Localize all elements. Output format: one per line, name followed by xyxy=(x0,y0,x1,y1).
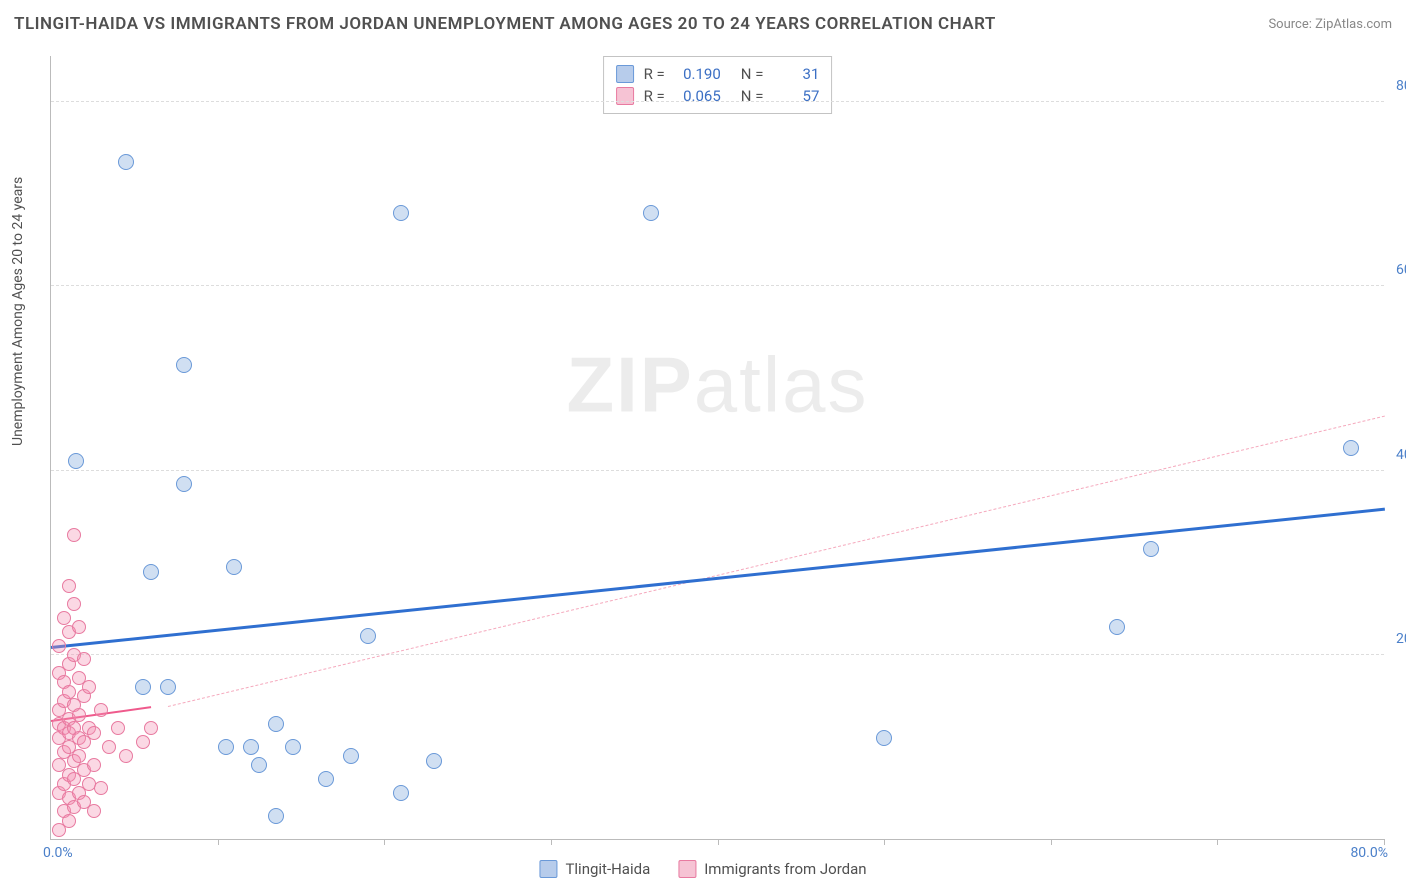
scatter-point xyxy=(62,814,76,828)
legend-swatch xyxy=(678,860,696,878)
legend-item: Tlingit-Haida xyxy=(539,860,650,878)
x-tick xyxy=(718,839,719,845)
x-tick xyxy=(1384,839,1385,845)
scatter-point xyxy=(176,357,192,373)
scatter-point xyxy=(343,748,359,764)
gridline-horizontal xyxy=(51,285,1384,286)
scatter-point xyxy=(135,679,151,695)
x-end-label: 80.0% xyxy=(1350,845,1388,861)
scatter-point xyxy=(176,476,192,492)
scatter-point xyxy=(68,453,84,469)
correlation-stats-legend: R = 0.190 N = 31 R = 0.065 N = 57 xyxy=(603,56,833,114)
scatter-point xyxy=(643,205,659,221)
scatter-point xyxy=(143,564,159,580)
trend-line xyxy=(168,416,1385,708)
y-axis-title: Unemployment Among Ages 20 to 24 years xyxy=(10,177,26,446)
scatter-point xyxy=(94,703,108,717)
source-value: ZipAtlas.com xyxy=(1315,17,1392,32)
scatter-point xyxy=(1143,541,1159,557)
scatter-point xyxy=(160,679,176,695)
legend-swatch xyxy=(616,87,634,105)
source-attribution: Source: ZipAtlas.com xyxy=(1268,17,1392,32)
scatter-point xyxy=(243,739,259,755)
scatter-point xyxy=(1343,440,1359,456)
stat-n-label: N = xyxy=(741,87,764,105)
scatter-point xyxy=(1109,619,1125,635)
x-tick xyxy=(384,839,385,845)
scatter-point xyxy=(285,739,301,755)
legend-label: Immigrants from Jordan xyxy=(704,860,866,878)
scatter-point xyxy=(111,721,125,735)
gridline-horizontal xyxy=(51,470,1384,471)
scatter-point xyxy=(136,735,150,749)
trend-line xyxy=(51,508,1385,649)
stat-r-label: R = xyxy=(644,65,665,83)
watermark-bold: ZIP xyxy=(566,340,693,428)
watermark: ZIPatlas xyxy=(566,339,868,430)
scatter-point xyxy=(87,758,101,772)
stats-row: R = 0.190 N = 31 xyxy=(616,63,820,85)
scatter-point xyxy=(393,205,409,221)
scatter-point xyxy=(67,597,81,611)
scatter-point xyxy=(52,639,66,653)
scatter-point xyxy=(77,652,91,666)
scatter-point xyxy=(218,739,234,755)
scatter-point xyxy=(426,753,442,769)
x-tick xyxy=(551,839,552,845)
scatter-point xyxy=(268,808,284,824)
scatter-point xyxy=(144,721,158,735)
scatter-point xyxy=(62,579,76,593)
stat-r-label: R = xyxy=(644,87,665,105)
legend-label: Tlingit-Haida xyxy=(565,860,650,878)
scatter-point xyxy=(360,628,376,644)
y-tick-label: 60.0% xyxy=(1388,262,1406,278)
stats-row: R = 0.065 N = 57 xyxy=(616,85,820,107)
legend-swatch xyxy=(616,65,634,83)
scatter-point xyxy=(72,620,86,634)
scatter-point xyxy=(57,611,71,625)
x-tick xyxy=(218,839,219,845)
scatter-point xyxy=(82,680,96,694)
stat-r-value: 0.190 xyxy=(675,65,721,83)
scatter-point xyxy=(87,804,101,818)
scatter-point xyxy=(118,154,134,170)
gridline-horizontal xyxy=(51,101,1384,102)
scatter-point xyxy=(72,708,86,722)
stat-n-label: N = xyxy=(741,65,764,83)
x-tick xyxy=(884,839,885,845)
scatter-point xyxy=(119,749,133,763)
scatter-point xyxy=(87,726,101,740)
y-tick-label: 20.0% xyxy=(1388,631,1406,647)
scatter-plot-area: ZIPatlas R =0.190N =31R =0.065N =57 0.0%… xyxy=(50,56,1384,840)
y-tick-label: 80.0% xyxy=(1388,78,1406,94)
scatter-point xyxy=(102,740,116,754)
scatter-point xyxy=(94,781,108,795)
scatter-point xyxy=(268,716,284,732)
source-label: Source: xyxy=(1268,17,1311,32)
stat-r-value: 0.065 xyxy=(675,87,721,105)
stat-n-value: 57 xyxy=(773,87,819,105)
scatter-point xyxy=(62,685,76,699)
watermark-light: atlas xyxy=(694,340,869,428)
scatter-point xyxy=(251,757,267,773)
legend-item: Immigrants from Jordan xyxy=(678,860,866,878)
scatter-point xyxy=(318,771,334,787)
scatter-point xyxy=(226,559,242,575)
stat-n-value: 31 xyxy=(773,65,819,83)
x-origin-label: 0.0% xyxy=(43,845,73,861)
scatter-point xyxy=(67,528,81,542)
x-tick xyxy=(1051,839,1052,845)
scatter-point xyxy=(72,749,86,763)
legend-swatch xyxy=(539,860,557,878)
series-legend: Tlingit-Haida Immigrants from Jordan xyxy=(539,860,866,878)
scatter-point xyxy=(876,730,892,746)
x-tick xyxy=(1217,839,1218,845)
gridline-horizontal xyxy=(51,654,1384,655)
chart-title: TLINGIT-HAIDA VS IMMIGRANTS FROM JORDAN … xyxy=(14,14,996,34)
scatter-point xyxy=(393,785,409,801)
y-tick-label: 40.0% xyxy=(1388,447,1406,463)
